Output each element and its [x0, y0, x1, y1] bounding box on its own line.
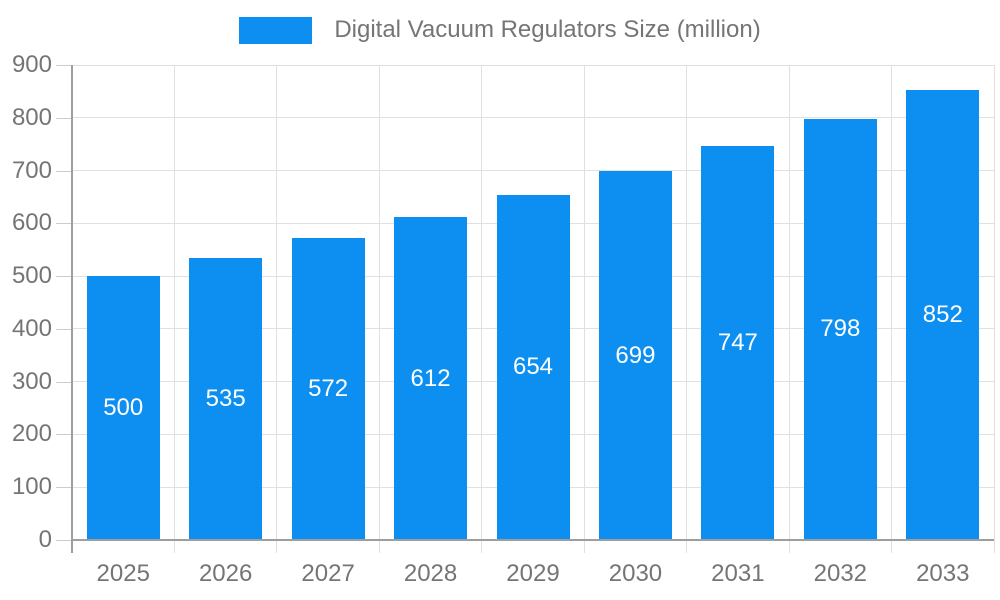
bar: 535	[189, 257, 263, 540]
bar-value-label: 572	[308, 375, 349, 403]
y-axis-tick-mark	[56, 223, 71, 225]
y-axis-tick-mark	[56, 276, 71, 278]
x-axis-tick-label: 2029	[506, 560, 560, 587]
bar: 572	[291, 238, 365, 540]
x-axis-tick-label: 2031	[711, 560, 765, 587]
bar-value-label: 699	[615, 341, 656, 369]
plot-area: 500 535 572 612 654 699 747 798 852	[72, 64, 995, 553]
bar: 798	[803, 118, 877, 540]
gridline-vertical	[173, 65, 175, 553]
bar: 747	[701, 145, 775, 540]
y-axis-tick-label: 300	[11, 367, 52, 395]
bar: 654	[496, 194, 570, 540]
x-axis-line	[72, 539, 994, 541]
x-axis-tick-label: 2028	[403, 560, 458, 587]
y-axis-tick-mark	[56, 117, 71, 119]
bar: 612	[394, 217, 468, 540]
legend-swatch	[239, 16, 313, 44]
y-axis-tick-mark	[56, 540, 71, 541]
legend-label: Digital Vacuum Regulators Size (million)	[334, 16, 761, 43]
legend: Digital Vacuum Regulators Size (million)	[0, 16, 1000, 44]
bar-value-label: 798	[820, 315, 861, 343]
y-axis-tick-mark	[56, 65, 71, 66]
y-axis-tick-label: 600	[11, 209, 52, 237]
bar: 699	[598, 171, 672, 540]
y-axis-line	[71, 65, 73, 553]
bar: 852	[906, 90, 980, 540]
y-axis-tick-label: 800	[11, 103, 52, 131]
gridline-horizontal	[72, 170, 994, 172]
gridline-vertical	[276, 65, 278, 553]
bar-value-label: 747	[717, 328, 758, 356]
y-axis-tick-label: 200	[11, 420, 52, 448]
y-axis-tick-label: 900	[11, 51, 52, 78]
y-axis-tick-mark	[56, 381, 71, 383]
y-axis-tick-label: 0	[38, 526, 52, 553]
x-axis-tick-label: 2026	[198, 560, 253, 587]
gridline-horizontal	[72, 117, 994, 119]
y-axis-tick-mark	[56, 170, 71, 172]
bar-value-label: 654	[512, 353, 554, 381]
gridline-vertical	[686, 65, 688, 553]
x-axis-tick-label: 2025	[96, 560, 150, 587]
bar-value-label: 852	[922, 301, 963, 329]
bar: 500	[86, 276, 160, 540]
x-axis-tick-label: 2032	[813, 560, 868, 587]
x-axis-tick-label: 2030	[608, 560, 663, 587]
gridline-vertical	[993, 65, 995, 553]
gridline-vertical	[378, 65, 380, 553]
bar-value-label: 535	[205, 384, 246, 412]
y-axis-tick-mark	[56, 487, 71, 489]
gridline-horizontal	[72, 64, 994, 66]
y-axis-tick-mark	[56, 434, 71, 436]
y-axis-tick-label: 700	[11, 156, 52, 184]
y-axis-tick-label: 500	[11, 262, 52, 290]
bar-value-label: 612	[410, 364, 451, 392]
x-axis-tick-label: 2027	[301, 560, 355, 587]
y-axis-tick-mark	[56, 328, 71, 330]
y-axis-tick-label: 100	[11, 473, 52, 501]
gridline-vertical	[583, 65, 585, 553]
bar-value-label: 500	[103, 394, 144, 422]
x-axis-tick-label: 2033	[916, 560, 970, 587]
gridline-vertical	[481, 65, 483, 553]
gridline-vertical	[891, 65, 893, 553]
gridline-vertical	[788, 65, 790, 553]
y-axis-tick-label: 400	[11, 314, 52, 342]
